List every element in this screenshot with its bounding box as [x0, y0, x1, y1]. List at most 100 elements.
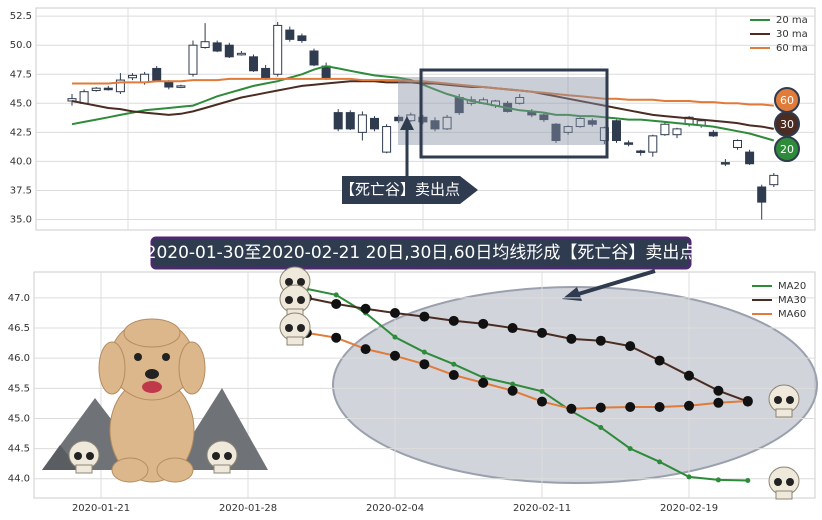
- skull-eye: [212, 452, 220, 460]
- point: [478, 377, 489, 388]
- ma-line: [306, 331, 748, 410]
- top-layer: 35.0 37.5 40.0 42.5 45.0 47.5 50.0 52.5 20 ma 30 …: [10, 11, 815, 226]
- ma-line: [71, 65, 775, 142]
- candle-body: [249, 56, 258, 72]
- point: [507, 385, 518, 396]
- skull-eye: [774, 396, 782, 404]
- point: [537, 327, 547, 338]
- skull-eye: [224, 452, 232, 460]
- candle-body: [418, 116, 428, 123]
- badge-label: 30: [780, 118, 794, 131]
- point: [419, 359, 430, 370]
- banner: 2020-01-30至2020-02-21 20日,30日,60日均线形成【死亡…: [146, 243, 697, 263]
- candle-body: [236, 52, 246, 56]
- x-tick-label: 2020-02-04: [366, 503, 424, 514]
- point: [713, 397, 724, 408]
- point: [595, 335, 606, 346]
- candle-body: [309, 50, 319, 66]
- y-tick-label: 40.0: [10, 156, 32, 167]
- dog: [98, 318, 206, 483]
- candle-body: [720, 162, 730, 165]
- point: [478, 318, 489, 329]
- skull-jaw: [286, 336, 304, 346]
- point: [333, 292, 339, 298]
- candle-body: [370, 117, 379, 130]
- y-tick-label: 42.5: [10, 127, 32, 138]
- candle-body: [612, 120, 621, 142]
- point: [654, 401, 665, 412]
- point: [507, 323, 518, 334]
- arrow-head: [400, 116, 414, 130]
- x-tick-label: 2020-02-11: [513, 503, 571, 514]
- candle-body: [224, 44, 234, 58]
- candle-body: [382, 126, 392, 153]
- ma-line: [306, 296, 749, 403]
- candle-body: [212, 42, 222, 52]
- point: [625, 341, 636, 352]
- candle-body: [200, 41, 210, 49]
- y-tick-label: 46.0: [8, 353, 30, 364]
- candle-body: [79, 91, 89, 104]
- candle-body: [115, 79, 125, 93]
- candle-body: [551, 123, 561, 142]
- point: [392, 334, 398, 340]
- skull-eye: [285, 296, 293, 304]
- candle-body: [733, 140, 742, 148]
- candle-body: [67, 98, 77, 102]
- point: [360, 344, 371, 355]
- candle-body: [769, 174, 779, 186]
- y-tick-label: 44.0: [8, 474, 30, 485]
- point: [742, 395, 753, 406]
- y-tick-label: 50.0: [10, 40, 32, 51]
- point: [419, 311, 430, 322]
- point: [566, 403, 577, 414]
- highlight-box: [419, 68, 609, 159]
- y-tick-label: 45.0: [8, 413, 30, 424]
- point: [684, 400, 694, 411]
- skull-eye: [774, 478, 782, 486]
- point: [654, 355, 665, 366]
- point: [451, 361, 457, 367]
- point: [686, 474, 692, 480]
- badge-label: 60: [780, 94, 794, 107]
- candle-body: [103, 87, 113, 91]
- badge: [774, 136, 800, 162]
- point: [448, 370, 459, 381]
- point: [360, 303, 371, 314]
- skull-eye: [297, 278, 305, 286]
- candle-body: [333, 112, 343, 130]
- point: [715, 477, 721, 483]
- point: [684, 370, 694, 381]
- candle-body: [515, 96, 525, 104]
- candle-body: [563, 126, 573, 133]
- point: [627, 446, 633, 452]
- y-tick-label: 46.5: [8, 323, 30, 334]
- candle-body: [164, 81, 174, 88]
- point: [625, 401, 636, 412]
- candle-body: [660, 123, 670, 136]
- y-tick-label: 47.5: [10, 69, 32, 80]
- candle-body: [636, 150, 646, 153]
- skull-eye: [297, 296, 305, 304]
- skull-eye: [786, 478, 794, 486]
- skull-eye: [285, 278, 293, 286]
- skull-jaw: [775, 408, 793, 418]
- candle-body: [273, 24, 283, 75]
- legend-label: 60 ma: [776, 43, 808, 54]
- point: [598, 424, 604, 430]
- candle-body: [188, 44, 198, 75]
- skull-eye: [285, 324, 293, 332]
- candle-body: [745, 151, 755, 165]
- candle-body: [176, 85, 186, 88]
- y-tick-label: 47.0: [8, 293, 30, 304]
- candle-body: [357, 114, 367, 133]
- y-tick-label: 44.5: [8, 444, 30, 455]
- annotation-box: [342, 176, 478, 204]
- candle-body: [575, 117, 585, 128]
- point: [448, 315, 459, 326]
- point: [510, 381, 516, 387]
- point: [390, 307, 400, 318]
- y-tick-label: 45.5: [8, 383, 30, 394]
- ma-line: [71, 80, 774, 130]
